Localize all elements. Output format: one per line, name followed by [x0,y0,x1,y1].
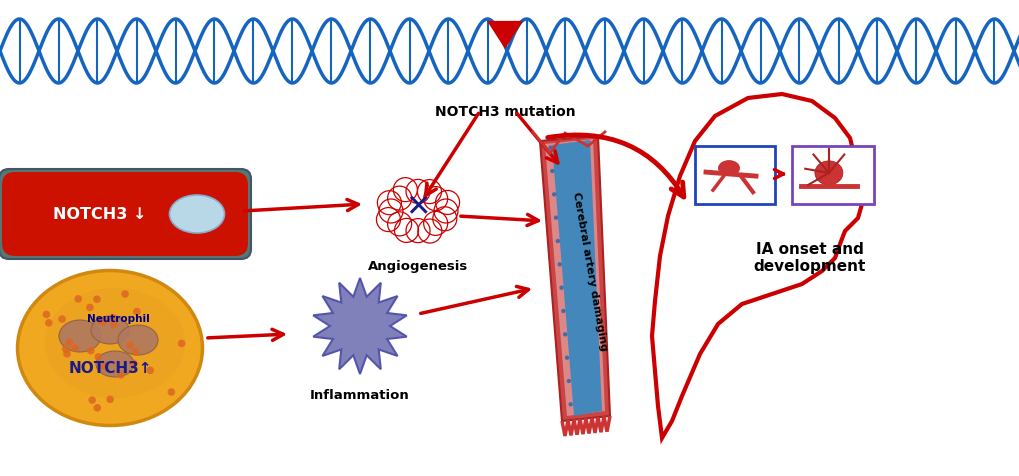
Circle shape [132,308,141,316]
Ellipse shape [17,271,203,426]
Circle shape [548,146,552,150]
Circle shape [565,356,569,360]
Circle shape [65,338,73,346]
Circle shape [43,311,50,318]
Text: ✕: ✕ [405,193,430,222]
Text: Cerebral artery damaging: Cerebral artery damaging [571,191,608,352]
Circle shape [94,404,101,412]
Circle shape [147,367,154,374]
Circle shape [62,346,69,353]
Circle shape [167,388,175,396]
Circle shape [121,290,128,298]
Text: Inflammation: Inflammation [310,388,410,401]
Circle shape [93,296,101,303]
Ellipse shape [45,288,184,398]
Text: NOTCH3 mutation: NOTCH3 mutation [434,105,575,119]
Circle shape [557,263,561,267]
Circle shape [551,193,555,197]
Text: NOTCH3 ↓: NOTCH3 ↓ [53,207,147,222]
Circle shape [560,309,565,314]
Polygon shape [539,137,609,421]
Circle shape [177,340,185,347]
Circle shape [568,402,573,407]
Circle shape [117,371,124,379]
FancyBboxPatch shape [694,147,774,205]
Polygon shape [313,278,407,374]
Circle shape [63,350,70,358]
Text: Angiogenesis: Angiogenesis [368,259,468,272]
Circle shape [110,321,117,328]
Circle shape [97,317,105,325]
Circle shape [131,348,139,356]
Circle shape [110,315,117,322]
Circle shape [555,239,559,244]
Circle shape [126,342,133,349]
Ellipse shape [717,161,739,177]
Circle shape [558,286,564,290]
Circle shape [562,332,567,337]
Circle shape [86,304,94,312]
Ellipse shape [96,351,133,377]
Circle shape [95,353,102,361]
Ellipse shape [814,161,842,186]
Ellipse shape [169,196,224,234]
Circle shape [100,318,108,326]
Polygon shape [544,140,604,416]
Circle shape [99,362,107,370]
Polygon shape [486,22,523,50]
Text: Neutrophil: Neutrophil [87,313,149,323]
Ellipse shape [118,325,158,355]
Circle shape [129,360,138,367]
FancyBboxPatch shape [0,169,251,259]
Ellipse shape [59,320,101,352]
Circle shape [74,296,82,303]
Circle shape [58,316,66,323]
Circle shape [89,397,96,404]
Text: IA onset and
development: IA onset and development [753,241,865,274]
FancyBboxPatch shape [791,147,873,205]
Ellipse shape [91,317,128,344]
Circle shape [106,396,114,403]
Circle shape [71,345,79,352]
Circle shape [567,379,571,383]
Circle shape [87,347,95,355]
Circle shape [553,216,557,220]
Text: NOTCH3↑: NOTCH3↑ [68,361,152,376]
Circle shape [45,319,53,327]
Polygon shape [551,141,601,416]
Circle shape [549,169,554,174]
FancyBboxPatch shape [2,173,248,257]
